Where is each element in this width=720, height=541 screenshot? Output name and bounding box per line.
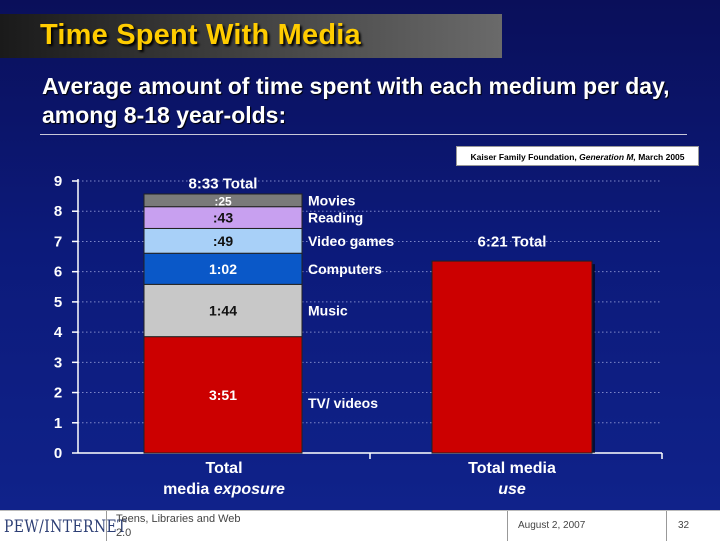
total-use-label: 6:21 Total	[478, 233, 547, 250]
bar-segment	[143, 252, 303, 285]
footer-title: Teens, Libraries and Web 2.0	[116, 513, 241, 539]
y-tick-label: 3	[54, 354, 62, 371]
category-label-word: media	[163, 481, 214, 498]
slide-title: Time Spent With Media	[40, 19, 361, 51]
total-exposure-label: 8:33 Total	[189, 176, 258, 193]
category-label: media exposure	[163, 481, 285, 498]
bar-segment-label: :49	[213, 233, 233, 249]
source-prefix: Kaiser Family Foundation,	[470, 152, 577, 162]
legend-label: Video games	[308, 233, 394, 249]
stacked-bar-chart: 0 1 2 3 4 5 6 7 8 9 3:51 TV/ videos 1:44 Music 1:02 Com…	[54, 173, 663, 498]
footer-divider	[106, 511, 107, 541]
slide-subtitle: Average amount of time spent with each m…	[42, 73, 670, 128]
y-tick-label: 4	[54, 324, 63, 341]
bar-segment	[143, 227, 303, 254]
y-tick-label: 8	[54, 203, 62, 220]
legend-label: Music	[308, 303, 348, 319]
category-label-emphasis: exposure	[214, 481, 285, 498]
bar-segment	[143, 336, 303, 454]
y-tick-label: 0	[54, 445, 62, 462]
category-label: Total	[205, 460, 242, 477]
footer-divider	[666, 511, 667, 541]
y-tick-label: 7	[54, 233, 62, 250]
bar-segment	[143, 283, 303, 338]
source-citation: Kaiser Family Foundation, Generation M, …	[456, 146, 699, 166]
y-tick-label: 6	[54, 264, 62, 281]
page-number: 32	[678, 520, 690, 531]
legend-label: Movies	[308, 192, 356, 208]
title-bar	[0, 14, 502, 58]
legend-label: TV/ videos	[308, 395, 378, 411]
category-label-emphasis: use	[498, 481, 526, 498]
bar-segment	[143, 193, 303, 208]
pew-internet-logo: PEW/INTERNET	[4, 517, 127, 537]
legend-label: Computers	[308, 261, 382, 277]
category-label: Total media	[468, 460, 556, 477]
legend-label: Reading	[308, 210, 363, 226]
bar-segment-label: 1:44	[209, 303, 237, 319]
bar-segment-label: :43	[213, 210, 233, 226]
footer-divider	[507, 511, 508, 541]
divider	[40, 134, 687, 135]
y-tick-label: 2	[54, 385, 62, 402]
y-tick-label: 1	[54, 415, 62, 432]
y-tick-label: 5	[54, 294, 62, 311]
bar-segment-label: 1:02	[209, 261, 237, 277]
bar-segment-label: :25	[214, 194, 232, 208]
footer: PEW/INTERNET Teens, Libraries and Web 2.…	[0, 510, 720, 541]
source-publication: Generation M,	[579, 152, 636, 162]
category-label: use	[498, 481, 526, 498]
y-tick-label: 9	[54, 173, 62, 190]
footer-date: August 2, 2007	[518, 520, 586, 531]
source-date: March 2005	[638, 152, 685, 162]
total-use-bar	[431, 260, 593, 454]
bar-segment-label: 3:51	[209, 387, 237, 403]
